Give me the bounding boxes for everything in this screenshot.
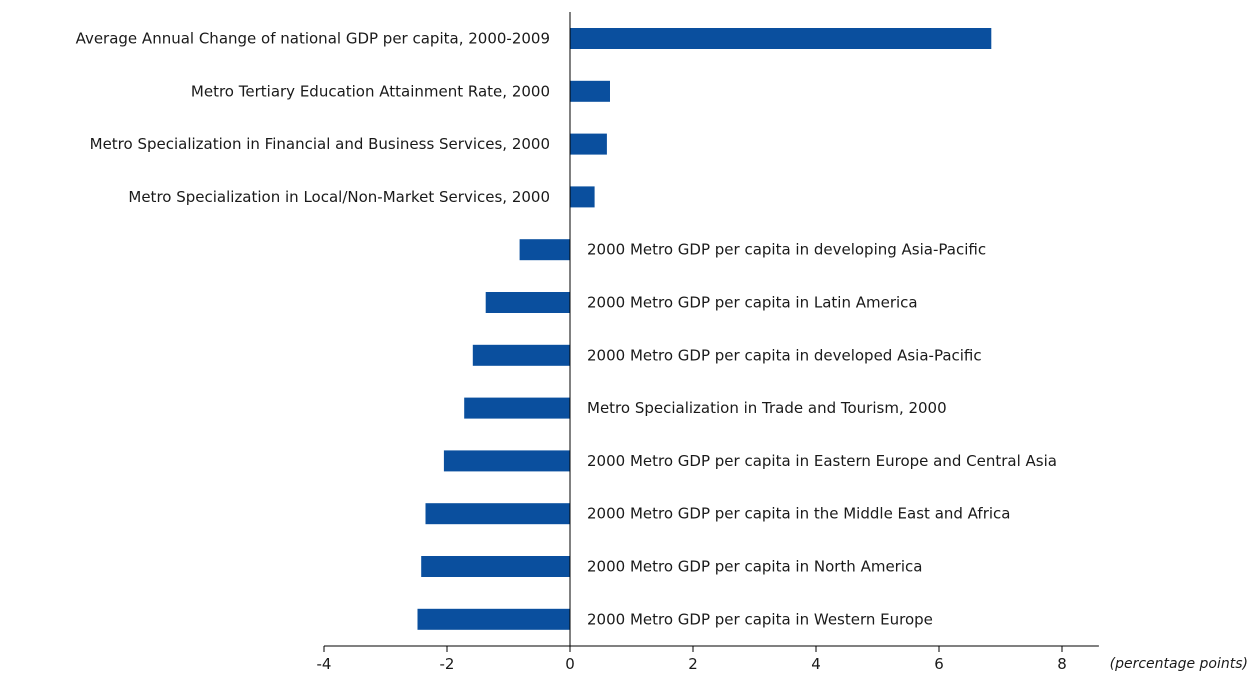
- category-label: Metro Specialization in Trade and Touris…: [587, 399, 947, 417]
- bar: [472, 344, 570, 366]
- x-tick-label: 8: [1057, 655, 1067, 673]
- bar: [421, 556, 570, 577]
- x-tick-label: -2: [440, 655, 455, 673]
- category-label: 2000 Metro GDP per capita in Latin Ameri…: [587, 294, 918, 312]
- x-tick-label: 6: [934, 655, 944, 673]
- x-tick-label: -4: [317, 655, 332, 673]
- bar: [425, 503, 570, 525]
- bar: [417, 608, 570, 630]
- bar: [570, 133, 607, 155]
- category-labels-group: Average Annual Change of national GDP pe…: [76, 30, 1057, 629]
- category-label: 2000 Metro GDP per capita in developing …: [587, 241, 986, 259]
- bar: [570, 80, 610, 102]
- x-tick-label: 4: [811, 655, 821, 673]
- category-label: 2000 Metro GDP per capita in North Ameri…: [587, 558, 922, 576]
- bar: [519, 239, 570, 261]
- category-label: 2000 Metro GDP per capita in Eastern Eur…: [587, 452, 1057, 470]
- category-label: 2000 Metro GDP per capita in the Middle …: [587, 505, 1010, 523]
- category-label: 2000 Metro GDP per capita in developed A…: [587, 346, 982, 364]
- x-ticks-group: -4 -2 0 2 4 6 8: [317, 646, 1067, 673]
- x-tick-label: 2: [688, 655, 698, 673]
- category-label: Metro Specialization in Financial and Bu…: [90, 135, 550, 153]
- bar: [570, 186, 595, 208]
- bar: [570, 28, 992, 49]
- category-label: Metro Tertiary Education Attainment Rate…: [191, 82, 550, 100]
- x-axis-unit-label: (percentage points): [1110, 656, 1248, 672]
- bar: [443, 450, 570, 472]
- bar: [464, 397, 570, 419]
- category-label: Average Annual Change of national GDP pe…: [76, 30, 550, 48]
- bars-group: [417, 28, 992, 630]
- bar: [485, 292, 570, 313]
- x-tick-label: 0: [565, 655, 575, 673]
- category-label: Metro Specialization in Local/Non-Market…: [128, 188, 550, 206]
- category-label: 2000 Metro GDP per capita in Western Eur…: [587, 610, 933, 628]
